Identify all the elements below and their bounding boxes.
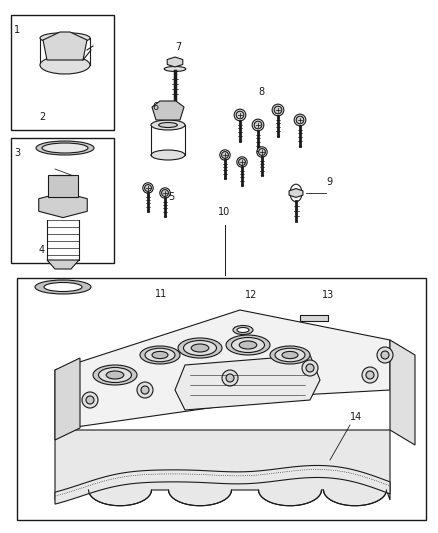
Circle shape: [162, 190, 168, 196]
Polygon shape: [289, 189, 303, 197]
Polygon shape: [47, 260, 79, 269]
Ellipse shape: [282, 351, 298, 359]
Circle shape: [160, 188, 170, 198]
Circle shape: [220, 150, 230, 160]
Circle shape: [145, 184, 152, 191]
Ellipse shape: [239, 341, 257, 349]
Circle shape: [252, 119, 264, 131]
Ellipse shape: [40, 56, 90, 74]
Ellipse shape: [152, 351, 168, 359]
Text: 9: 9: [326, 177, 332, 187]
Polygon shape: [390, 340, 415, 445]
Text: 12: 12: [245, 290, 258, 300]
Ellipse shape: [275, 348, 305, 362]
Bar: [11, 15, 114, 130]
Circle shape: [377, 347, 393, 363]
Ellipse shape: [184, 341, 216, 356]
Circle shape: [381, 351, 389, 359]
Ellipse shape: [35, 280, 91, 294]
Circle shape: [82, 392, 98, 408]
Bar: [11, 138, 114, 263]
Circle shape: [226, 374, 234, 382]
Polygon shape: [39, 192, 87, 217]
Ellipse shape: [145, 348, 175, 362]
Circle shape: [234, 109, 246, 121]
Ellipse shape: [159, 123, 177, 127]
Bar: [17, 278, 426, 520]
Circle shape: [143, 183, 153, 193]
Ellipse shape: [151, 120, 185, 130]
Text: 8: 8: [258, 87, 264, 97]
Circle shape: [296, 116, 304, 124]
Text: 6: 6: [152, 102, 158, 112]
Circle shape: [236, 111, 244, 119]
Circle shape: [366, 371, 374, 379]
Circle shape: [306, 364, 314, 372]
Bar: [300, 315, 328, 321]
Ellipse shape: [191, 344, 209, 352]
Ellipse shape: [42, 143, 88, 153]
Ellipse shape: [270, 346, 310, 364]
Ellipse shape: [237, 327, 249, 333]
Text: 11: 11: [155, 289, 167, 299]
Circle shape: [239, 159, 245, 165]
Ellipse shape: [232, 337, 265, 352]
Ellipse shape: [164, 67, 186, 71]
Circle shape: [258, 149, 265, 156]
Polygon shape: [55, 358, 80, 440]
Ellipse shape: [151, 150, 185, 160]
Ellipse shape: [93, 365, 137, 385]
Text: 14: 14: [350, 412, 362, 422]
Ellipse shape: [99, 367, 131, 383]
Ellipse shape: [140, 346, 180, 364]
Polygon shape: [175, 355, 320, 410]
Circle shape: [222, 151, 228, 158]
Bar: [48, 175, 78, 197]
Circle shape: [302, 360, 318, 376]
Circle shape: [86, 396, 94, 404]
Circle shape: [294, 114, 306, 126]
Polygon shape: [152, 101, 184, 120]
Ellipse shape: [106, 371, 124, 379]
Ellipse shape: [226, 335, 270, 355]
Circle shape: [257, 147, 267, 157]
Circle shape: [222, 370, 238, 386]
Circle shape: [274, 106, 282, 114]
Text: 2: 2: [39, 112, 45, 122]
Polygon shape: [55, 310, 390, 430]
Circle shape: [237, 157, 247, 167]
Ellipse shape: [233, 326, 253, 335]
Circle shape: [272, 104, 284, 116]
Polygon shape: [55, 465, 390, 504]
Circle shape: [362, 367, 378, 383]
Circle shape: [141, 386, 149, 394]
Text: 4: 4: [39, 245, 45, 255]
Text: 13: 13: [322, 290, 334, 300]
Text: 1: 1: [14, 25, 20, 35]
Text: 5: 5: [168, 192, 174, 202]
Polygon shape: [43, 32, 87, 60]
Circle shape: [254, 121, 262, 129]
Polygon shape: [167, 57, 183, 67]
Text: 3: 3: [14, 148, 20, 158]
Ellipse shape: [178, 338, 222, 358]
Text: 7: 7: [175, 42, 181, 52]
Polygon shape: [55, 430, 390, 506]
Text: 10: 10: [218, 207, 230, 217]
Ellipse shape: [40, 33, 90, 43]
Ellipse shape: [36, 141, 94, 155]
Ellipse shape: [44, 282, 82, 292]
Circle shape: [137, 382, 153, 398]
